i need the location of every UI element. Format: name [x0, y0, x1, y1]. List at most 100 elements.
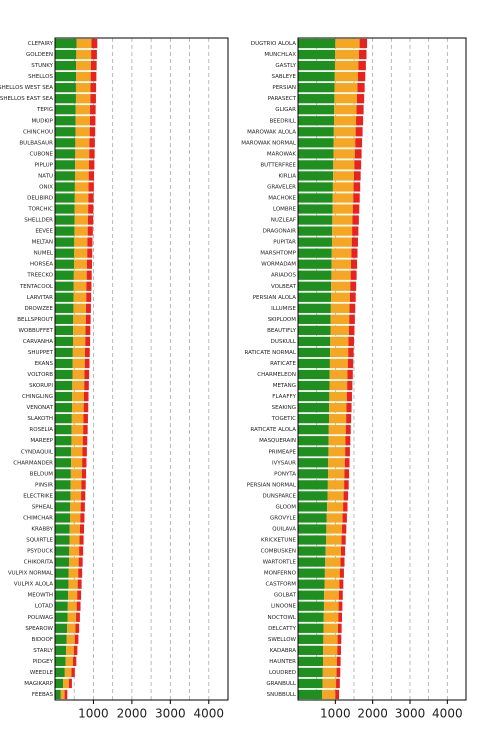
bar-segment	[55, 303, 74, 313]
bar-segment	[55, 116, 76, 126]
bar-segment	[337, 634, 342, 644]
bar-segment	[298, 369, 330, 380]
bar-segment	[91, 38, 98, 49]
bar-segment	[334, 71, 358, 82]
bar-segment	[342, 524, 347, 534]
bar-segment	[326, 513, 343, 523]
bar-segment	[70, 480, 82, 490]
bar-segment	[87, 215, 94, 225]
bar-segment	[81, 491, 86, 501]
bar-segment	[298, 380, 330, 391]
bar-segment	[90, 105, 96, 115]
bar-segment	[338, 590, 343, 600]
bar-segment	[76, 601, 81, 611]
bar-segment	[77, 590, 82, 600]
bar-segment	[90, 94, 96, 104]
bar-segment	[55, 447, 72, 457]
y-tick-label: VOLBEAT	[271, 284, 297, 290]
bar-segment	[55, 469, 71, 479]
bar-segment	[347, 369, 353, 380]
y-tick-label: WARTORTLE	[263, 560, 297, 566]
bar-segment	[76, 612, 80, 622]
y-tick-label: NUZLEAF	[271, 218, 296, 224]
bar-segment	[55, 402, 72, 413]
bar-segment	[345, 447, 350, 457]
bar-segment	[298, 105, 335, 115]
bar-segment	[322, 678, 337, 689]
bar-segment	[328, 425, 346, 435]
bar-segment	[350, 270, 357, 280]
y-tick-label: FEEBAS	[32, 692, 54, 698]
bar-segment	[68, 678, 72, 689]
bar-segment	[298, 414, 329, 424]
bar-segment	[298, 502, 328, 512]
bar-segment	[55, 248, 75, 258]
bar-segment	[76, 38, 92, 49]
bar-segment	[333, 127, 356, 137]
bar-segment	[329, 358, 348, 369]
bar-segment	[298, 447, 329, 457]
bar-segment	[298, 49, 336, 60]
bar-segment	[89, 138, 95, 148]
bar-segment	[298, 601, 324, 611]
bar-segment	[67, 623, 76, 633]
y-tick-label: MONFERNO	[264, 571, 297, 577]
bar-segment	[83, 425, 88, 435]
bar-segment	[55, 347, 73, 358]
bar-segment	[60, 689, 65, 700]
bar-segment	[298, 458, 329, 468]
bar-segment	[73, 325, 86, 336]
y-tick-label: PIDGEY	[33, 659, 54, 665]
y-tick-label: CUBONE	[30, 151, 54, 157]
y-tick-label: WEEDLE	[30, 670, 54, 676]
bar-segment	[298, 546, 326, 556]
bar-segment	[55, 535, 70, 545]
bar-segment	[330, 314, 350, 324]
y-tick-label: MEOWTH	[28, 593, 53, 599]
bar-segment	[71, 458, 83, 468]
bar-segment	[324, 579, 340, 589]
y-tick-label: GASTLY	[275, 63, 296, 69]
bar-segment	[298, 116, 335, 126]
bar-segment	[329, 380, 348, 391]
bar-segment	[341, 535, 346, 545]
bar-segment	[298, 314, 331, 324]
bar-segment	[333, 149, 355, 159]
bar-segment	[339, 568, 344, 578]
bar-segment	[76, 71, 91, 82]
y-tick-label: GRAVELER	[267, 184, 296, 190]
y-tick-label: SEAKING	[272, 405, 296, 411]
bar-segment	[298, 469, 329, 479]
bar-segment	[298, 535, 326, 545]
y-tick-label: EKANS	[35, 361, 54, 367]
bar-segment	[334, 83, 358, 93]
y-tick-label: ELECTRIKE	[23, 493, 53, 499]
bar-segment	[89, 160, 95, 170]
y-tick-label: RATICATE ALOLA	[250, 427, 296, 433]
y-tick-label: LOUDRED	[269, 670, 296, 676]
bar-segment	[74, 182, 89, 192]
bar-segment	[77, 579, 82, 589]
bar-segment	[334, 94, 357, 104]
bar-segment	[81, 480, 86, 490]
bar-segment	[354, 160, 362, 170]
bar-segment	[71, 667, 75, 678]
y-tick-label: STUNKY	[31, 63, 53, 69]
bar-segment	[82, 436, 88, 446]
y-tick-label: KRABBY	[31, 526, 53, 532]
bar-segment	[88, 171, 95, 181]
bar-segment	[55, 171, 75, 181]
y-tick-label: KADABRA	[270, 648, 297, 654]
y-tick-label: CHIKORITA	[24, 560, 54, 566]
bar-segment	[69, 513, 81, 523]
bar-segment	[298, 193, 333, 203]
bar-segment	[298, 557, 326, 567]
bar-segment	[86, 259, 93, 269]
bar-segment	[347, 380, 353, 391]
bar-segment	[82, 447, 87, 457]
bar-segment	[328, 458, 345, 468]
bar-segment	[55, 579, 69, 589]
y-tick-label: TENTACOOL	[19, 284, 54, 290]
y-tick-label: PERSIAN ALOLA	[253, 295, 297, 301]
